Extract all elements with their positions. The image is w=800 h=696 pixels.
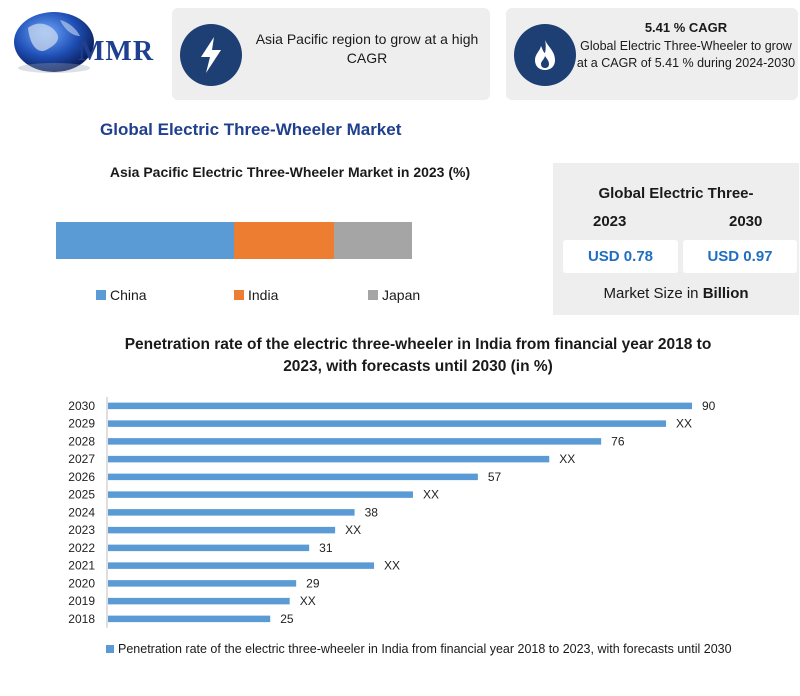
bar-2023 [108,526,336,534]
legend-swatch [106,645,114,653]
market-size-panel: Global Electric Three- 2023 2030 USD 0.7… [553,163,799,315]
bar-2022 [108,544,310,552]
stacked-chart-title: Asia Pacific Electric Three-Wheeler Mark… [109,164,471,180]
data-label-2030: 90 [702,399,716,413]
legend-item-india: India [234,287,278,303]
data-label-2023: XX [345,523,361,537]
tick-label-2020: 2020 [68,576,95,590]
data-label-2021: XX [384,559,400,573]
cagr-title: 5.41 % CAGR [644,20,728,35]
data-label-2029: XX [676,417,692,431]
tick-label-2029: 2029 [68,417,95,431]
market-size-caption: Market Size in Billion [553,285,799,302]
tick-label-2023: 2023 [68,523,95,537]
legend-item-china: China [96,287,147,303]
bar-2029 [108,420,667,427]
legend-swatch-china [96,290,106,300]
data-label-2027: XX [559,452,575,466]
stacked-bar [56,222,412,259]
cagr-text: Global Electric Three-Wheeler to grow at… [576,39,796,70]
legend-label-china: China [110,287,147,303]
legend-swatch-india [234,290,244,300]
data-label-2024: 38 [365,505,379,519]
bar-2024 [108,509,355,516]
page-title: Global Electric Three-Wheeler Market [100,120,402,139]
mmr-logo [10,6,170,76]
flame-icon [514,24,576,86]
tick-label-2025: 2025 [68,488,95,502]
stack-segment-china [56,222,234,259]
tick-label-2030: 2030 [68,399,95,413]
cagr-card: 5.41 % CAGR Global Electric Three-Wheele… [506,8,798,100]
bar-2025 [108,491,413,498]
tick-label-2028: 2028 [68,434,95,448]
stack-segment-japan [333,222,412,259]
bar-2021 [108,562,375,569]
region-growth-card: Asia Pacific region to grow at a high CA… [172,8,490,100]
data-label-2025: XX [423,488,439,502]
globe-icon [14,12,94,73]
region-growth-text: Asia Pacific region to grow at a high CA… [255,31,479,66]
caption-prefix: Market Size in [603,285,703,302]
data-label-2020: 29 [306,576,320,590]
logo-text: MMR [78,36,155,67]
data-label-2018: 25 [280,612,294,626]
data-label-2028: 76 [611,434,625,448]
data-label-2026: 57 [488,470,502,484]
legend-item-japan: Japan [368,287,420,303]
legend-label-india: India [248,287,279,303]
bar-2027 [108,455,550,463]
penetration-legend: Penetration rate of the electric three-w… [106,641,766,658]
penetration-bar-chart: 2030 90 2029 XX 2028 76 2027 XX 2026 57 2025 XX 2024… [68,397,716,628]
penetration-chart-title: Penetration rate of the electric three-w… [124,336,712,375]
tick-label-2026: 2026 [68,470,95,484]
legend-text: Penetration rate of the electric three-w… [118,642,732,656]
stack-segment-india [234,222,334,259]
data-label-2022: 31 [319,541,333,555]
bar-2026 [108,473,478,481]
value-2030: USD 0.97 [683,240,797,273]
tick-label-2027: 2027 [68,452,95,466]
year-2023-label: 2023 [593,213,627,230]
legend-label-japan: Japan [382,287,421,303]
tick-label-2018: 2018 [68,612,95,626]
tick-label-2021: 2021 [68,559,95,573]
value-2023: USD 0.78 [563,240,678,273]
caption-unit: Billion [702,285,749,302]
tick-label-2024: 2024 [68,505,95,519]
bar-2028 [108,438,602,445]
tick-label-2019: 2019 [68,594,95,608]
bar-2018 [108,615,271,623]
bar-2020 [108,580,297,587]
data-label-2019: XX [300,594,316,608]
lightning-icon [180,24,242,86]
bar-2019 [108,597,290,605]
year-2030-label: 2030 [729,213,763,230]
market-size-heading: Global Electric Three- [598,185,754,202]
tick-label-2022: 2022 [68,541,95,555]
legend-swatch-japan [368,290,378,300]
bar-2030 [108,402,692,410]
